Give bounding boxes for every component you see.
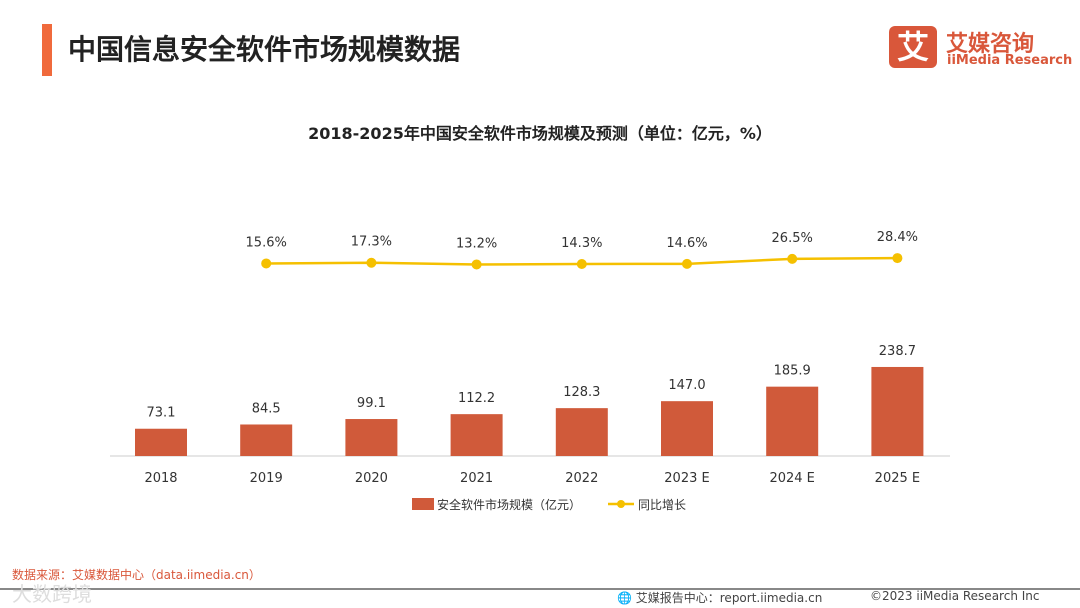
growth-point xyxy=(892,253,903,264)
growth-label: 14.3% xyxy=(561,236,602,251)
bar xyxy=(135,428,187,456)
x-tick-label: 2023 E xyxy=(664,471,709,486)
x-tick-label: 2022 xyxy=(565,471,598,486)
watermark: 大数跨境 xyxy=(12,582,92,606)
legend-bar-label: 安全软件市场规模（亿元） xyxy=(437,497,581,512)
bar xyxy=(240,424,293,456)
growth-point xyxy=(471,259,482,270)
legend-bar-swatch xyxy=(412,498,434,510)
bar-label: 128.3 xyxy=(563,385,600,400)
source-note: 数据来源：艾媒数据中心（data.iimedia.cn） xyxy=(12,568,261,582)
x-tick-label: 2019 xyxy=(250,471,283,486)
logo-text-en: iiMedia Research xyxy=(947,53,1073,68)
growth-point xyxy=(576,258,587,269)
bar xyxy=(871,366,924,456)
bar-label: 112.2 xyxy=(458,391,495,406)
bar xyxy=(450,414,503,456)
x-tick-label: 2020 xyxy=(355,471,388,486)
copyright: ©2023 iiMedia Research Inc xyxy=(870,589,1040,603)
x-tick-label: 2021 xyxy=(460,471,493,486)
page-title: 中国信息安全软件市场规模数据 xyxy=(68,33,461,66)
growth-point xyxy=(787,253,798,264)
bar xyxy=(345,419,398,456)
growth-point xyxy=(366,257,377,268)
growth-label: 26.5% xyxy=(772,231,813,246)
x-tick-label: 2024 E xyxy=(769,471,814,486)
report-text: 艾媒报告中心：report.iimedia.cn xyxy=(635,591,823,605)
bar-label: 147.0 xyxy=(668,378,705,393)
x-tick-label: 2025 E xyxy=(875,471,920,486)
growth-point xyxy=(682,258,692,269)
logo-icon: 艾 xyxy=(889,26,937,68)
growth-label: 15.6% xyxy=(246,235,287,250)
growth-point xyxy=(261,258,272,269)
bar-label: 238.7 xyxy=(879,344,916,359)
legend-line-marker xyxy=(617,500,625,508)
x-tick-label: 2018 xyxy=(144,471,177,486)
growth-label: 28.4% xyxy=(877,230,918,245)
bar xyxy=(661,401,713,456)
chart-title: 2018-2025年中国安全软件市场规模及预测（单位：亿元，%） xyxy=(308,124,772,143)
bar-label: 84.5 xyxy=(252,401,281,416)
report-link[interactable]: 🌐 艾媒报告中心：report.iimedia.cn xyxy=(617,591,823,605)
bar-label: 73.1 xyxy=(147,406,176,421)
footer-divider xyxy=(0,588,1080,590)
legend-line-label: 同比增长 xyxy=(638,498,686,512)
bar-label: 99.1 xyxy=(357,396,386,411)
title-accent-bar xyxy=(42,24,52,76)
bar xyxy=(555,408,608,456)
growth-label: 13.2% xyxy=(456,236,497,251)
logo-text-cn: 艾媒咨询 xyxy=(946,32,1035,57)
growth-label: 14.6% xyxy=(666,236,707,251)
bar-label: 185.9 xyxy=(774,364,811,379)
bar xyxy=(766,386,819,456)
growth-label: 17.3% xyxy=(351,235,392,250)
